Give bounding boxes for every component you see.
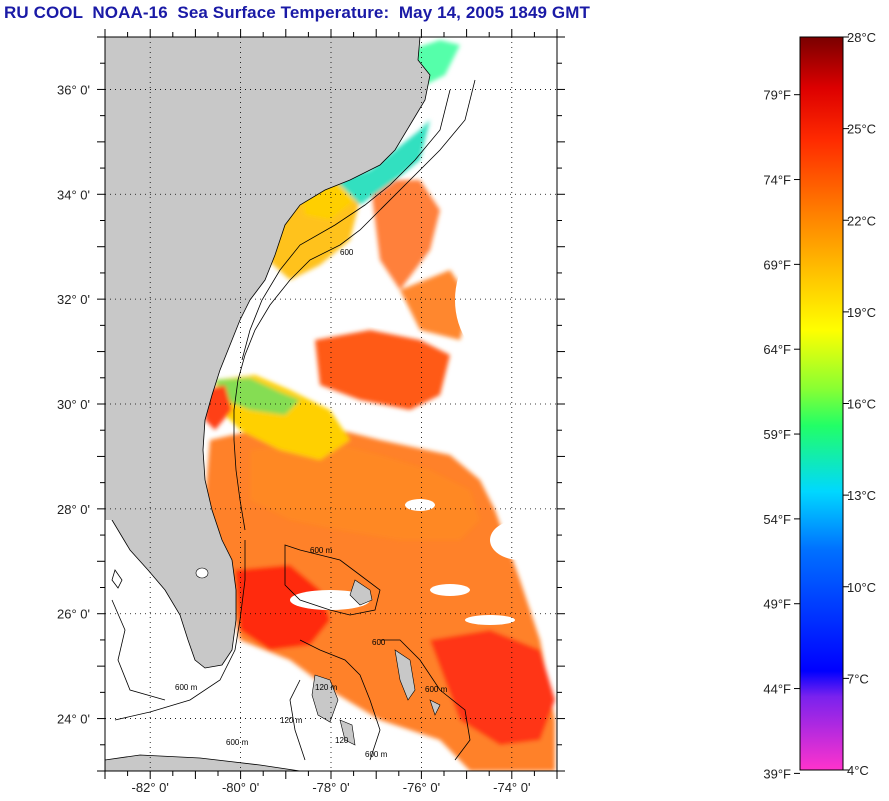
colorbar-c-label: 16°C: [847, 397, 876, 412]
lon-label: -80° 0': [222, 780, 259, 795]
contour-label: 120: [335, 736, 349, 745]
colorbar-f-label: 49°F: [763, 597, 791, 612]
colorbar-f-label: 69°F: [763, 257, 791, 272]
colorbar-c-label: 28°C: [847, 30, 876, 45]
contour-label: 120 m: [315, 683, 338, 692]
colorbar-c-label: 13°C: [847, 488, 876, 503]
land-layer: [105, 37, 441, 771]
contour-label: 600 m: [226, 738, 249, 747]
lon-label: -82° 0': [132, 780, 169, 795]
colorbar-f-label: 44°F: [763, 682, 791, 697]
colorbar-ticks: [794, 36, 849, 774]
axis-ticks: [97, 29, 565, 779]
lat-label: 26° 0': [57, 607, 90, 622]
lat-label: 30° 0': [57, 397, 90, 412]
colorbar-f-label: 39°F: [763, 766, 791, 781]
colorbar-f-label: 59°F: [763, 427, 791, 442]
contour-label: 600: [340, 248, 354, 257]
lat-label: 24° 0': [57, 712, 90, 727]
contour-label: 600: [372, 638, 386, 647]
colorbar-fahrenheit-labels: 79°F 74°F 69°F 64°F 59°F 54°F 49°F 44°F 39°F: [763, 88, 791, 782]
temperature-colorbar: [799, 36, 844, 771]
lon-label: -74° 0': [493, 780, 530, 795]
lat-label: 36° 0': [57, 82, 90, 97]
colorbar-celsius-labels: 28°C 25°C 22°C 19°C 16°C 13°C 10°C 7°C 4°C: [847, 30, 876, 778]
contour-label: 600 m: [175, 683, 198, 692]
colorbar-f-label: 64°F: [763, 342, 791, 357]
lat-label: 28° 0': [57, 502, 90, 517]
bathymetry-contours: [111, 79, 476, 761]
latitude-labels: 36° 0' 34° 0' 32° 0' 30° 0' 28° 0' 26° 0' 24° …: [57, 82, 90, 726]
contour-label: 120 m: [280, 716, 303, 725]
contour-label: 600 m: [310, 546, 333, 555]
colorbar-c-label: 19°C: [847, 305, 876, 320]
cloud-gaps: [290, 130, 557, 625]
contour-label: 600 m: [425, 685, 448, 694]
contour-label: 600 m: [365, 750, 388, 759]
colorbar-c-label: 7°C: [847, 671, 869, 686]
colorbar-c-label: 22°C: [847, 213, 876, 228]
sst-data-layer: [205, 40, 555, 771]
lon-label: -78° 0': [312, 780, 349, 795]
colorbar-f-label: 74°F: [763, 173, 791, 188]
longitude-labels: -82° 0' -80° 0' -78° 0' -76° 0' -74° 0': [132, 780, 531, 795]
colorbar-c-label: 4°C: [847, 763, 869, 778]
colorbar-c-label: 25°C: [847, 122, 876, 137]
colorbar-f-label: 54°F: [763, 512, 791, 527]
lat-label: 32° 0': [57, 292, 90, 307]
map-grid: [105, 37, 557, 771]
colorbar-c-label: 10°C: [847, 580, 876, 595]
colorbar-f-label: 79°F: [763, 88, 791, 103]
contour-labels: 600 600 m 600 m 600 m 120 m 120 m 600 m …: [175, 248, 448, 759]
map-title: RU COOL NOAA-16 Sea Surface Temperature:…: [4, 3, 590, 22]
lon-label: -76° 0': [403, 780, 440, 795]
lat-label: 34° 0': [57, 187, 90, 202]
